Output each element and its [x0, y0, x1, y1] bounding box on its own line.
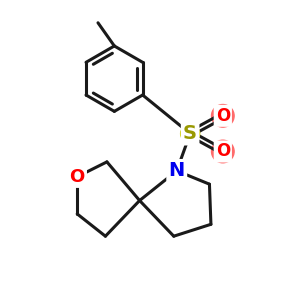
Text: O: O — [70, 168, 85, 186]
Text: N: N — [169, 161, 185, 180]
Circle shape — [212, 140, 234, 163]
Circle shape — [212, 104, 234, 127]
Circle shape — [181, 124, 200, 143]
Text: O: O — [216, 107, 230, 125]
Text: O: O — [216, 142, 230, 160]
Text: S: S — [183, 124, 197, 143]
